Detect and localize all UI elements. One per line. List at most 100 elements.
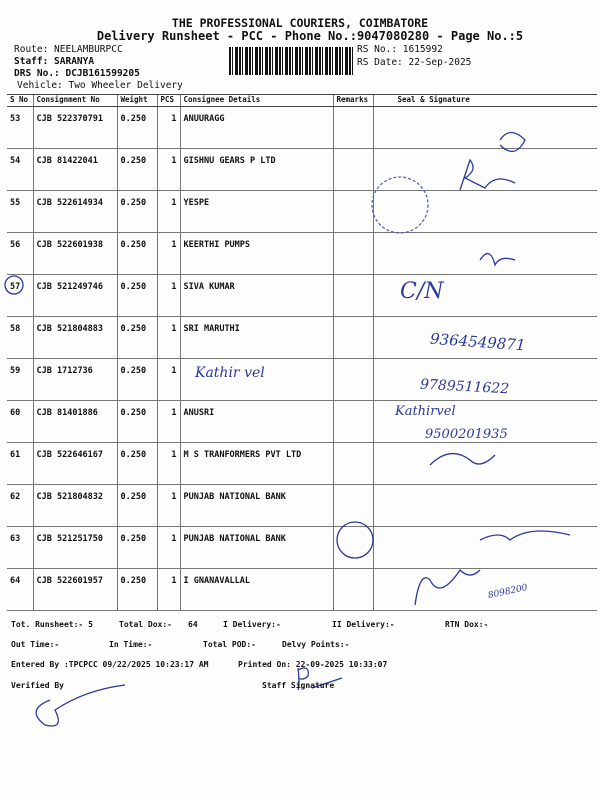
cell-seal-signature	[372, 106, 597, 149]
cell-sno: 56	[7, 232, 33, 275]
cell-seal-signature	[372, 526, 597, 569]
table-row: 55 CJB 522614934 0.250 1 YESPE	[7, 190, 597, 233]
cell-consignment-no: CJB 522614934	[32, 190, 117, 233]
cell-sno: 63	[7, 526, 33, 569]
cell-sno: 58	[7, 316, 33, 359]
cell-consignee: GISHNU GEARS P LTD	[179, 148, 333, 191]
cell-consignee: ANUURAGG	[179, 106, 333, 149]
table-row: 57 CJB 521249746 0.250 1 SIVA KUMAR	[7, 274, 597, 317]
cell-seal-signature	[372, 400, 597, 443]
staff: Staff: SARANYA	[14, 56, 95, 67]
cell-sno: 57	[7, 274, 33, 317]
cell-pcs: 1	[156, 274, 180, 317]
cell-consignment-no: CJB 522646167	[32, 442, 117, 485]
cell-seal-signature	[372, 568, 597, 611]
cell-consignment-no: CJB 522370791	[32, 106, 117, 149]
col-consignment: Consignment No	[32, 94, 117, 107]
stamp-mark	[336, 521, 374, 559]
cell-seal-signature	[372, 442, 597, 485]
runsheet-subtitle: Delivery Runsheet - PCC - Phone No.:9047…	[96, 29, 524, 43]
cell-weight: 0.250	[116, 232, 157, 275]
ii-delivery: II Delivery:-	[332, 620, 395, 629]
cell-remarks	[332, 190, 373, 233]
sno-circle	[4, 275, 24, 295]
cell-remarks	[332, 232, 373, 275]
cell-seal-signature	[372, 358, 597, 401]
cell-consignment-no: CJB 522601957	[32, 568, 117, 611]
cell-pcs: 1	[156, 484, 180, 527]
cell-remarks	[332, 442, 373, 485]
col-weight: Weight	[116, 94, 157, 107]
delvy-points: Delvy Points:-	[282, 640, 350, 649]
table-row: 61 CJB 522646167 0.250 1 M S TRANFORMERS PVT…	[7, 442, 597, 485]
cell-remarks	[332, 148, 373, 191]
verified-signature	[35, 684, 126, 727]
cell-consignee: YESPE	[179, 190, 333, 233]
col-seal-signature: Seal & Signature	[372, 94, 597, 107]
cell-seal-signature	[372, 274, 597, 317]
cell-pcs: 1	[156, 358, 180, 401]
table-row: 56 CJB 522601938 0.250 1 KEERTHI PUMPS	[7, 232, 597, 275]
handwritten-name: Kathir vel	[195, 365, 265, 381]
cell-pcs: 1	[156, 106, 180, 149]
cell-remarks	[332, 400, 373, 443]
col-consignee: Consignee Details	[179, 94, 333, 107]
cell-sno: 64	[7, 568, 33, 611]
entered-by: Entered By :TPCPCC 09/22/2025 10:23:17 A…	[11, 660, 209, 669]
handwritten-name: Kathirvel	[395, 404, 456, 419]
signature-mark	[479, 253, 516, 267]
cell-consignment-no: CJB 521249746	[32, 274, 117, 317]
cell-sno: 60	[7, 400, 33, 443]
cell-consignee	[179, 358, 333, 401]
col-remarks: Remarks	[332, 94, 373, 107]
cell-remarks	[332, 274, 373, 317]
table-row: 58 CJB 521804883 0.250 1 SRI MARUTHI	[7, 316, 597, 359]
cell-consignee: KEERTHI PUMPS	[179, 232, 333, 275]
signature-mark	[459, 131, 526, 191]
verified-by: Verified By	[11, 681, 64, 690]
cell-pcs: 1	[156, 568, 180, 611]
total-pod: Total POD:-	[203, 640, 256, 649]
handwritten-cn: C/N	[400, 279, 444, 304]
in-time: In Time:-	[109, 640, 153, 649]
cell-sno: 59	[7, 358, 33, 401]
signature-mark	[479, 530, 571, 541]
cell-remarks	[332, 106, 373, 149]
cell-consignment-no: CJB 81401886	[32, 400, 117, 443]
cell-seal-signature	[372, 316, 597, 359]
cell-sno: 55	[7, 190, 33, 233]
cell-consignee: M S TRANFORMERS PVT LTD	[179, 442, 333, 485]
table-row: 64 CJB 522601957 0.250 1 I GNANAVALLAL	[7, 568, 597, 611]
handwritten-phone: 9500201935	[425, 427, 508, 442]
table-row: 62 CJB 521804832 0.250 1 PUNJAB NATIONAL BAN…	[7, 484, 597, 527]
out-time: Out Time:-	[11, 640, 60, 649]
signature-mark	[429, 453, 496, 466]
rs-date: RS Date: 22-Sep-2025	[357, 57, 472, 68]
signature-mark	[414, 568, 481, 606]
cell-consignment-no: CJB 521804832	[32, 484, 117, 527]
table-row: 53 CJB 522370791 0.250 1 ANUURAGG	[7, 106, 597, 149]
cell-consignee: PUNJAB NATIONAL BANK	[179, 484, 333, 527]
cell-sno: 53	[7, 106, 33, 149]
table-row: 59 CJB 1712736 0.250 1	[7, 358, 597, 401]
col-pcs: PCS	[156, 94, 180, 107]
cell-sno: 61	[7, 442, 33, 485]
cell-pcs: 1	[156, 190, 180, 233]
cell-weight: 0.250	[116, 568, 157, 611]
cell-consignment-no: CJB 521804883	[32, 316, 117, 359]
cell-consignee: SRI MARUTHI	[179, 316, 333, 359]
cell-pcs: 1	[156, 148, 180, 191]
cell-seal-signature	[372, 190, 597, 233]
cell-seal-signature	[372, 148, 597, 191]
cell-consignee: SIVA KUMAR	[179, 274, 333, 317]
cell-weight: 0.250	[116, 400, 157, 443]
cell-weight: 0.250	[116, 484, 157, 527]
cell-pcs: 1	[156, 442, 180, 485]
col-sno: S No	[7, 94, 33, 107]
table-row: 54 CJB 81422041 0.250 1 GISHNU GEARS P LTD	[7, 148, 597, 191]
cell-weight: 0.250	[116, 442, 157, 485]
cell-remarks	[332, 358, 373, 401]
rtn-dox: RTN Dox:-	[445, 620, 489, 629]
